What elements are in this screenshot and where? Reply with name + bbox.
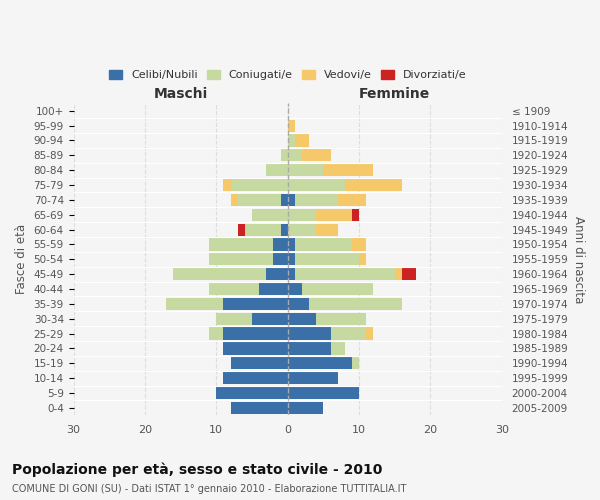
Bar	[238, 194, 281, 206]
Bar	[302, 283, 373, 295]
Bar	[223, 328, 287, 340]
Bar	[217, 387, 287, 399]
Bar	[223, 342, 287, 354]
Bar	[223, 179, 230, 191]
Text: COMUNE DI GONI (SU) - Dati ISTAT 1° gennaio 2010 - Elaborazione TUTTITALIA.IT: COMUNE DI GONI (SU) - Dati ISTAT 1° genn…	[12, 484, 406, 494]
Bar	[302, 149, 331, 162]
Bar	[359, 253, 366, 266]
Text: Femmine: Femmine	[359, 87, 430, 101]
Bar	[230, 402, 287, 414]
Bar	[287, 224, 316, 235]
Bar	[287, 387, 359, 399]
Bar	[252, 208, 287, 221]
Bar	[166, 298, 223, 310]
Bar	[287, 164, 323, 176]
Bar	[281, 149, 287, 162]
Text: Popolazione per età, sesso e stato civile - 2010: Popolazione per età, sesso e stato civil…	[12, 462, 382, 477]
Bar	[352, 238, 366, 250]
Bar	[338, 194, 366, 206]
Bar	[316, 224, 338, 235]
Bar	[266, 164, 287, 176]
Bar	[209, 253, 274, 266]
Bar	[287, 253, 295, 266]
Y-axis label: Fasce di età: Fasce di età	[15, 224, 28, 294]
Bar	[295, 194, 338, 206]
Bar	[238, 224, 245, 235]
Bar	[287, 134, 295, 146]
Bar	[281, 224, 287, 235]
Bar	[287, 372, 338, 384]
Bar	[316, 312, 366, 325]
Bar	[287, 194, 295, 206]
Bar	[287, 342, 331, 354]
Bar	[309, 298, 402, 310]
Bar	[274, 253, 287, 266]
Bar	[323, 164, 373, 176]
Bar	[287, 149, 302, 162]
Bar	[331, 342, 345, 354]
Bar	[287, 208, 316, 221]
Bar	[395, 268, 402, 280]
Bar	[223, 298, 287, 310]
Bar	[287, 120, 295, 132]
Bar	[252, 312, 287, 325]
Legend: Celibi/Nubili, Coniugati/e, Vedovi/e, Divorziati/e: Celibi/Nubili, Coniugati/e, Vedovi/e, Di…	[104, 65, 471, 84]
Bar	[287, 268, 295, 280]
Bar	[287, 283, 302, 295]
Y-axis label: Anni di nascita: Anni di nascita	[572, 216, 585, 303]
Bar	[266, 268, 287, 280]
Bar	[287, 402, 323, 414]
Bar	[331, 328, 366, 340]
Bar	[287, 298, 309, 310]
Bar	[295, 253, 359, 266]
Bar	[316, 208, 352, 221]
Bar	[217, 312, 252, 325]
Bar	[274, 238, 287, 250]
Text: Maschi: Maschi	[154, 87, 208, 101]
Bar	[287, 357, 352, 370]
Bar	[287, 312, 316, 325]
Bar	[230, 179, 287, 191]
Bar	[259, 283, 287, 295]
Bar	[230, 194, 238, 206]
Bar	[352, 208, 359, 221]
Bar	[295, 238, 352, 250]
Bar	[366, 328, 373, 340]
Bar	[295, 134, 309, 146]
Bar	[245, 224, 281, 235]
Bar	[281, 194, 287, 206]
Bar	[287, 238, 295, 250]
Bar	[352, 357, 359, 370]
Bar	[223, 372, 287, 384]
Bar	[173, 268, 266, 280]
Bar	[295, 268, 395, 280]
Bar	[402, 268, 416, 280]
Bar	[230, 357, 287, 370]
Bar	[345, 179, 402, 191]
Bar	[287, 328, 331, 340]
Bar	[209, 328, 223, 340]
Bar	[209, 283, 259, 295]
Bar	[209, 238, 274, 250]
Bar	[287, 179, 345, 191]
